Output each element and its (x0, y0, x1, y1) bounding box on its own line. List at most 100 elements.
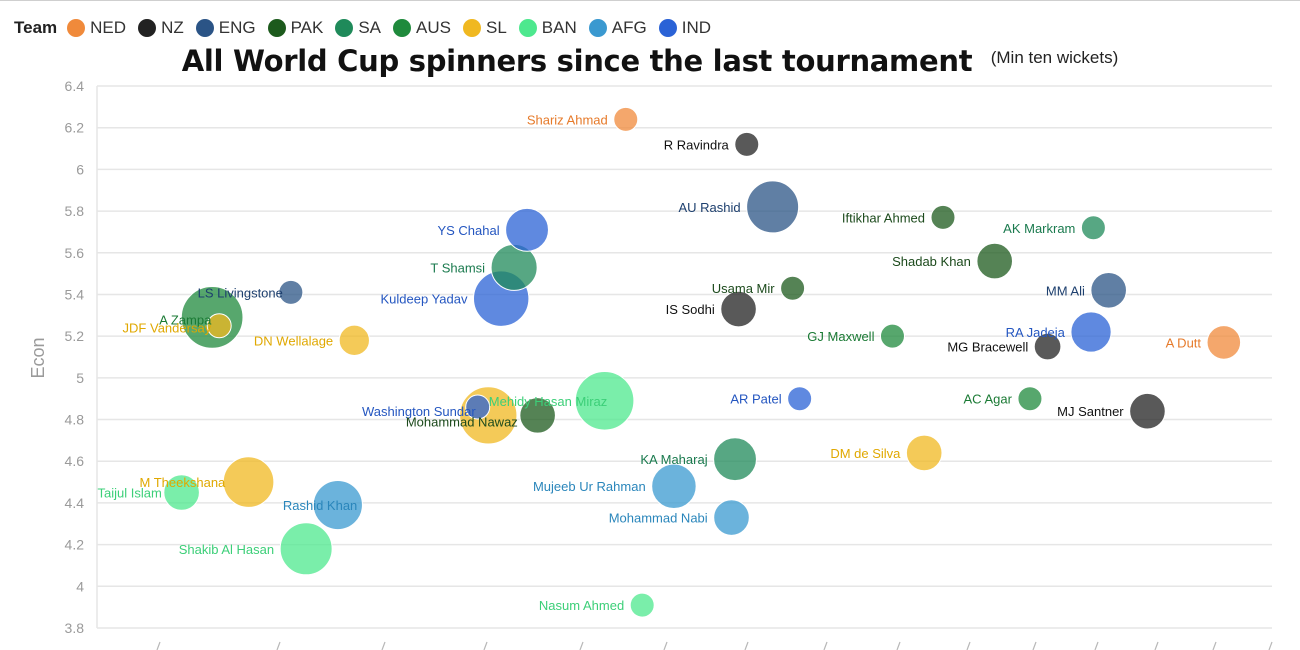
legend-item-sa[interactable]: SA (335, 18, 381, 38)
y-tick-label: 4.8 (65, 412, 85, 428)
bubble-eng[interactable] (1090, 271, 1127, 309)
bubble-nz[interactable] (1033, 332, 1062, 361)
legend-item-ned[interactable]: NED (67, 18, 126, 38)
bubble-ned[interactable] (613, 106, 639, 132)
bubble-pak[interactable] (519, 397, 556, 434)
bubble-ban[interactable] (163, 474, 200, 511)
bubble-label: R Ravindra (664, 137, 730, 152)
y-tick-label: 5 (76, 370, 84, 386)
legend-label: NED (90, 18, 127, 37)
x-tick-mark (1212, 641, 1217, 650)
bubble-label: T Shamsi (430, 260, 485, 275)
x-tick-mark (744, 641, 749, 650)
legend-item-nz[interactable]: NZ (138, 18, 184, 38)
x-tick-mark (823, 641, 828, 650)
bubble-ban[interactable] (629, 592, 655, 618)
legend-item-pak[interactable]: PAK (267, 18, 323, 38)
bubble-label: Taijul Islam (98, 486, 162, 501)
bubble-ban[interactable] (279, 522, 333, 576)
x-tick-mark (276, 641, 281, 650)
bubble-ban[interactable] (574, 370, 635, 431)
x-tick-mark (966, 641, 971, 650)
bubble-label: Nasum Ahmed (539, 598, 624, 613)
bubble-label: GJ Maxwell (807, 329, 874, 344)
legend-item-afg[interactable]: AFG (588, 18, 647, 38)
gridlines (96, 85, 1272, 629)
legend-item-sl[interactable]: SL (463, 18, 507, 38)
bubble-label: Mehidy Hasan Miraz (489, 394, 608, 409)
bubble-label: JDF Vandersay (123, 321, 212, 336)
bubble-afg[interactable] (312, 479, 363, 531)
legend-swatch (335, 19, 354, 37)
y-tick-label: 3.8 (65, 620, 85, 636)
y-tick-label: 5.4 (65, 286, 85, 302)
bubble-eng[interactable] (746, 180, 800, 234)
y-tick-label: 4.6 (65, 453, 85, 469)
bubble-aus[interactable] (1017, 386, 1043, 412)
bubble-aus[interactable] (879, 323, 905, 349)
bubble-labels: Shariz Ahmad R Ravindra AU Rashid Iftikhar … (98, 112, 1202, 613)
chart-subtitle: (Min ten wickets) (990, 48, 1119, 67)
bubble-label: A Zampa (159, 312, 212, 327)
bubble-ind[interactable] (505, 207, 549, 252)
legend-label: ENG (218, 18, 256, 37)
legend: Team NED NZ ENG PAK SA AUS SL BAN AFG IND (14, 16, 723, 40)
chart-title-block: All World Cup spinners since the last to… (0, 44, 1300, 78)
bubble-pak[interactable] (930, 204, 956, 230)
bubble-label: Mohammad Nabi (609, 511, 708, 526)
bubble-label: AU Rashid (678, 200, 740, 215)
bubble-label: Mujeeb Ur Rahman (533, 479, 646, 494)
legend-item-ban[interactable]: BAN (518, 18, 577, 38)
bubble-pak[interactable] (976, 242, 1013, 280)
bubble-afg[interactable] (713, 499, 750, 536)
legend-swatch (518, 19, 537, 37)
x-tick-mark (1032, 641, 1037, 650)
legend-swatch (138, 19, 157, 37)
bubble-ind[interactable] (1070, 311, 1112, 353)
legend-item-ind[interactable]: IND (658, 18, 711, 38)
legend-label: AUS (416, 18, 451, 37)
bubble-sl[interactable] (222, 456, 275, 508)
bubble-label: IS Sodhi (666, 302, 715, 317)
legend-swatch (267, 19, 286, 37)
x-tick-mark (1268, 641, 1273, 650)
bubble-label: AK Markram (1003, 221, 1075, 236)
bubble-label: Shariz Ahmad (527, 112, 608, 127)
legend-swatch (658, 19, 677, 37)
legend-item-eng[interactable]: ENG (195, 18, 256, 38)
legend-label: NZ (161, 18, 184, 37)
bubble-nz[interactable] (720, 290, 757, 328)
bubble-sa[interactable] (1080, 215, 1106, 241)
bubble-label: Mohammad Nawaz (406, 414, 518, 429)
bubble-label: Shakib Al Hasan (179, 542, 274, 557)
bubble-sl[interactable] (206, 313, 232, 339)
y-tick-label: 6.2 (65, 120, 85, 136)
x-tick-mark (1094, 641, 1099, 650)
legend-item-aus[interactable]: AUS (393, 18, 451, 38)
legend-swatch (588, 19, 607, 37)
bubble-label: LS Livingstone (198, 285, 283, 300)
bubble-label: DM de Silva (830, 446, 901, 461)
bubble-ind[interactable] (465, 394, 491, 420)
bubble-label: AC Agar (964, 392, 1013, 407)
bubble-afg[interactable] (651, 463, 697, 509)
y-tick-labels: 3.8 4 4.2 4.4 4.6 4.8 5 5.2 5.4 5.6 5.8 6 6.2 6.4 (65, 78, 85, 636)
bubble-sl[interactable] (905, 434, 943, 472)
bubble-pak[interactable] (780, 275, 806, 301)
bubble-sa[interactable] (713, 437, 757, 482)
y-axis-title: Econ (28, 337, 48, 378)
x-tick-marks (156, 641, 1273, 650)
y-tick-label: 4.2 (65, 537, 85, 553)
legend-swatch (67, 19, 86, 37)
bubble-label: AR Patel (730, 392, 781, 407)
bubble-nz[interactable] (1129, 392, 1166, 430)
legend-swatch (393, 19, 412, 37)
legend-label: BAN (541, 18, 577, 37)
legend-label: AFG (611, 18, 647, 37)
bubble-nz[interactable] (734, 131, 760, 157)
bubble-eng[interactable] (278, 279, 304, 305)
bubble-ind[interactable] (787, 386, 813, 412)
bubble-sl[interactable] (338, 324, 370, 356)
bubble-ned[interactable] (1206, 325, 1242, 360)
